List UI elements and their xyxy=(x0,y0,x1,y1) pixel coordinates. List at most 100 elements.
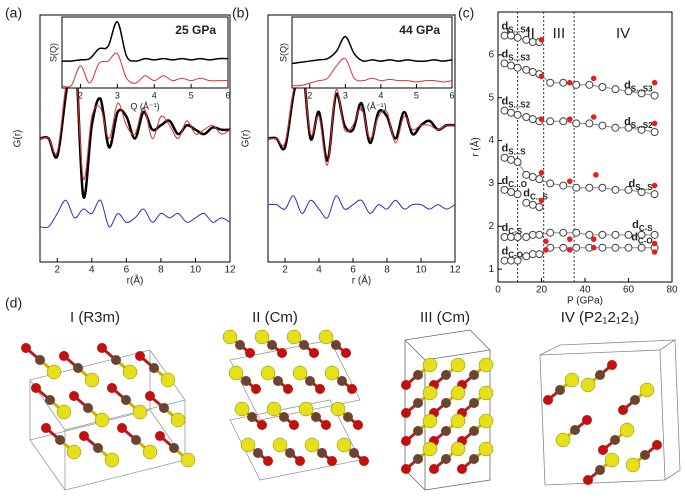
series-subscript: C-O xyxy=(508,251,523,260)
carbon-atom xyxy=(121,395,131,405)
y-axis-label: r (Å) xyxy=(469,137,482,156)
sulfur-atom xyxy=(272,437,288,453)
oxygen-atom xyxy=(59,351,69,361)
x-axis-label: Q (Å⁻¹) xyxy=(130,101,159,111)
series-label: dC-O xyxy=(502,245,523,259)
carbon-atom xyxy=(93,443,103,453)
sulfur-atom xyxy=(260,365,276,381)
carbon-atom xyxy=(131,435,141,445)
panel-label: (a) xyxy=(5,5,22,21)
experiment-point xyxy=(538,37,545,43)
carbon-atom xyxy=(253,448,263,458)
carbon-atom xyxy=(441,454,451,464)
carbon-atom xyxy=(305,376,315,386)
x-tick-label: 2 xyxy=(78,90,83,100)
x-tick-label: 4 xyxy=(152,90,157,100)
computed-point xyxy=(611,243,620,252)
carbon-atom xyxy=(35,355,45,365)
sulfur-atom xyxy=(478,413,494,429)
oxygen-atom xyxy=(97,343,107,353)
computed-point xyxy=(572,243,581,252)
computed-point xyxy=(522,170,531,179)
carbon-atom xyxy=(241,376,251,386)
sulfur-atom xyxy=(422,385,438,401)
experiment-point xyxy=(566,247,573,253)
computed-point xyxy=(650,91,659,100)
computed-point xyxy=(528,173,537,181)
carbon-atom xyxy=(469,398,479,408)
computed-point xyxy=(624,123,633,132)
computed-point xyxy=(585,183,594,192)
computed-point xyxy=(528,115,537,124)
x-tick-label: 40 xyxy=(579,285,591,296)
computed-point xyxy=(650,230,659,239)
computed-point xyxy=(598,230,607,239)
computed-point xyxy=(559,243,568,252)
x-tick-label: 5 xyxy=(414,90,419,100)
sulfur-atom xyxy=(122,364,138,380)
carbon-atom xyxy=(441,426,451,436)
oxygen-atom xyxy=(245,348,255,358)
carbon-atom xyxy=(235,340,245,350)
carbon-atom xyxy=(441,398,451,408)
data-line xyxy=(291,35,453,65)
series-name: d xyxy=(624,79,631,91)
series-name: d xyxy=(502,143,509,155)
sulfur-atom xyxy=(330,401,346,417)
computed-point xyxy=(624,230,633,239)
sulfur-atom xyxy=(564,372,580,388)
computed-point xyxy=(637,125,646,134)
carbon-atom xyxy=(149,363,159,373)
oxygen-atom xyxy=(401,464,411,474)
x-axis-label: Q (Å⁻¹) xyxy=(357,101,386,111)
sulfur-atom xyxy=(222,329,238,345)
panel-label: (c) xyxy=(458,5,474,21)
sulfur-atom xyxy=(228,365,244,381)
x-tick-label: 6 xyxy=(124,265,130,276)
computed-point xyxy=(507,61,516,70)
oxygen-atom xyxy=(117,423,127,433)
computed-point xyxy=(507,188,516,196)
x-tick-label: 10 xyxy=(190,265,202,276)
computed-point xyxy=(559,78,568,87)
sulfur-atom xyxy=(234,401,250,417)
experiment-point xyxy=(651,182,658,189)
x-tick-label: 12 xyxy=(449,265,461,276)
sulfur-atom xyxy=(298,401,314,417)
y-tick-label: 6 xyxy=(488,49,494,60)
series-label: dS...S xyxy=(502,143,527,157)
computed-point xyxy=(522,35,531,44)
sulfur-atom xyxy=(240,437,256,453)
computed-point xyxy=(507,155,516,164)
computed-point xyxy=(624,185,633,194)
y-tick-label: 2 xyxy=(488,221,494,232)
series-subscript: S...S4 xyxy=(508,26,530,35)
x-tick-label: 6 xyxy=(449,90,454,100)
computed-point xyxy=(598,121,607,130)
sulfur-atom xyxy=(46,364,62,380)
oxygen-atom xyxy=(277,348,287,358)
computed-point xyxy=(546,228,555,237)
oxygen-atom xyxy=(263,456,273,466)
computed-point xyxy=(528,200,537,209)
series-name: d xyxy=(523,188,530,200)
series-name: d xyxy=(624,116,631,128)
carbon-atom xyxy=(469,426,479,436)
oxygen-atom xyxy=(429,464,439,474)
oxygen-atom xyxy=(145,391,155,401)
oxygen-atom xyxy=(283,384,293,394)
y-tick-label: 1 xyxy=(488,264,494,275)
carbon-atom xyxy=(413,370,423,380)
series-label: dC...O xyxy=(502,175,527,189)
series-name: d xyxy=(502,48,509,60)
series-label: dC-S xyxy=(502,222,523,236)
oxygen-atom xyxy=(583,475,593,485)
computed-point xyxy=(637,89,646,98)
x-tick-label: 2 xyxy=(307,90,312,100)
sulfur-atom xyxy=(450,385,466,401)
computed-point xyxy=(513,190,522,199)
phase-label: II xyxy=(526,25,534,42)
y-axis-label: S(Q) xyxy=(278,43,288,62)
series-subscript: S...S xyxy=(635,183,653,192)
